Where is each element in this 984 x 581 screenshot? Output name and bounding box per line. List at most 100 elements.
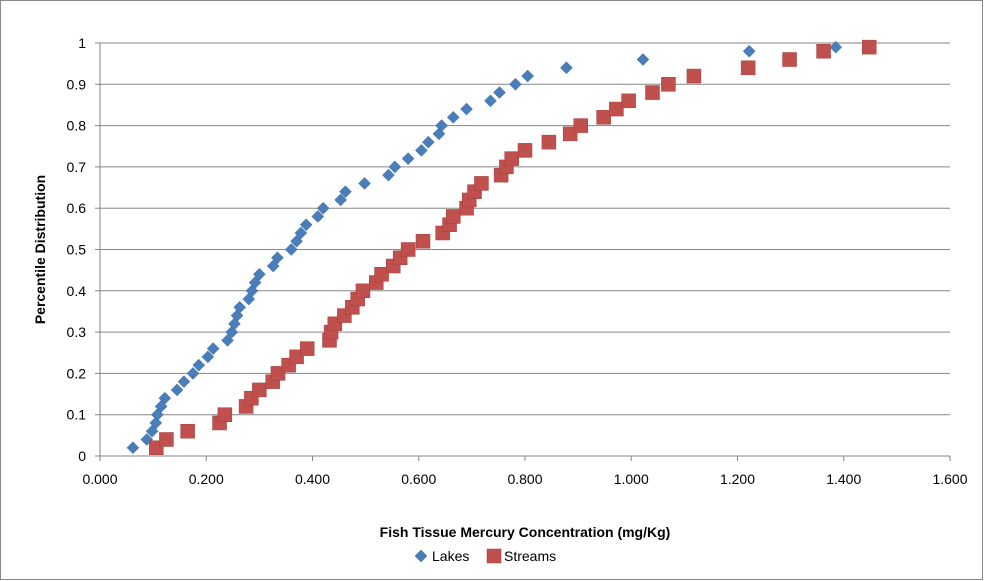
lakes-point: [271, 251, 284, 265]
y-tick-label: 0.1: [67, 407, 87, 423]
lakes-point: [158, 391, 172, 405]
lakes-point: [388, 160, 402, 174]
lakes-point: [401, 152, 415, 165]
y-tick-label: 0.2: [67, 365, 87, 381]
legend-label-lakes: Lakes: [432, 548, 469, 564]
lakes-point: [294, 226, 308, 240]
x-tick-label: 1.600: [932, 471, 967, 487]
tick-labels: 0 0.1 0.2 0.3 0.4 0.5 0.6 0.7 0.8 0.9 1 0.000 0.200 0…: [67, 35, 968, 487]
streams-point: [180, 423, 195, 439]
streams-point: [517, 143, 533, 158]
lakes-point: [206, 342, 220, 355]
streams-point: [862, 39, 877, 55]
lakes-point: [266, 259, 280, 273]
streams-point: [400, 242, 416, 257]
y-tick-label: 0.4: [67, 283, 87, 299]
streams-point: [541, 134, 557, 150]
y-tick-label: 0.7: [67, 159, 87, 175]
lakes-point: [192, 358, 206, 372]
lakes-point: [521, 69, 535, 83]
lakes-point: [253, 267, 266, 281]
streams-point: [374, 267, 389, 282]
lakes-point: [435, 119, 448, 132]
streams-point: [504, 151, 519, 166]
y-axis-title: Percentile Distribution: [32, 175, 48, 324]
gridlines: [100, 42, 950, 416]
lakes-point: [446, 110, 460, 124]
y-tick-label: 0.3: [67, 324, 87, 340]
streams-point: [740, 60, 756, 76]
lakes-point: [484, 94, 497, 108]
lakes-point: [339, 185, 352, 199]
streams-point: [816, 44, 831, 59]
lakes-point: [334, 193, 348, 207]
streams-point: [299, 341, 315, 356]
streams-point: [686, 68, 702, 84]
streams-point: [355, 283, 371, 299]
streams-point: [596, 110, 611, 125]
series-lakes: [126, 40, 843, 455]
x-tick-label: 0.000: [82, 471, 117, 487]
legend-marker-lakes: [414, 549, 428, 563]
streams-point: [446, 209, 461, 224]
x-tick-label: 1.200: [720, 471, 755, 487]
lakes-point: [290, 234, 303, 248]
streams-point: [645, 85, 660, 100]
axes: [95, 42, 951, 461]
streams-point: [159, 432, 174, 447]
streams-point: [573, 118, 589, 133]
streams-point: [661, 77, 676, 92]
lakes-point: [284, 243, 298, 256]
streams-point: [252, 382, 267, 398]
streams-point: [217, 407, 233, 422]
y-tick-label: 0.9: [67, 76, 87, 92]
lakes-point: [149, 416, 163, 430]
legend-item-lakes: Lakes: [414, 548, 469, 564]
y-tick-label: 0.8: [67, 118, 87, 134]
lakes-point: [233, 300, 247, 314]
lakes-point: [177, 375, 191, 389]
lakes-point: [560, 61, 573, 75]
lakes-point: [421, 135, 435, 149]
streams-point: [609, 101, 624, 117]
lakes-point: [358, 177, 371, 190]
lakes-point: [493, 86, 506, 99]
lakes-point: [382, 168, 395, 182]
lakes-point: [636, 53, 650, 66]
legend-label-streams: Streams: [504, 548, 556, 564]
lakes-point: [170, 383, 184, 397]
lakes-point: [311, 210, 325, 223]
streams-point: [415, 233, 431, 249]
streams-point: [782, 52, 797, 67]
lakes-point: [201, 350, 215, 364]
y-tick-label: 0.6: [67, 200, 87, 216]
x-tick-label: 0.800: [507, 471, 542, 487]
lakes-point: [509, 77, 522, 91]
streams-point: [474, 176, 489, 191]
x-axis-title: Fish Tissue Mercury Concentration (mg/Kg…: [380, 524, 671, 540]
lakes-point: [299, 218, 313, 232]
lakes-point: [316, 201, 330, 215]
legend-marker-streams: [486, 548, 502, 564]
streams-point: [621, 93, 636, 109]
series-markers: [126, 39, 877, 455]
x-tick-label: 0.200: [189, 471, 224, 487]
legend: Lakes Streams: [414, 548, 556, 564]
lakes-point: [186, 367, 200, 380]
y-tick-label: 0.5: [67, 242, 87, 258]
y-tick-label: 0: [78, 448, 86, 464]
lakes-point: [742, 44, 756, 58]
x-tick-label: 1.400: [826, 471, 861, 487]
lakes-point: [415, 144, 428, 157]
x-tick-label: 0.600: [401, 471, 436, 487]
series-streams: [149, 39, 877, 455]
lakes-point: [829, 40, 843, 54]
lakes-point: [221, 334, 234, 347]
lakes-point: [248, 276, 262, 289]
lakes-point: [460, 102, 473, 116]
x-tick-label: 1.000: [614, 471, 649, 487]
legend-item-streams: Streams: [486, 548, 556, 564]
